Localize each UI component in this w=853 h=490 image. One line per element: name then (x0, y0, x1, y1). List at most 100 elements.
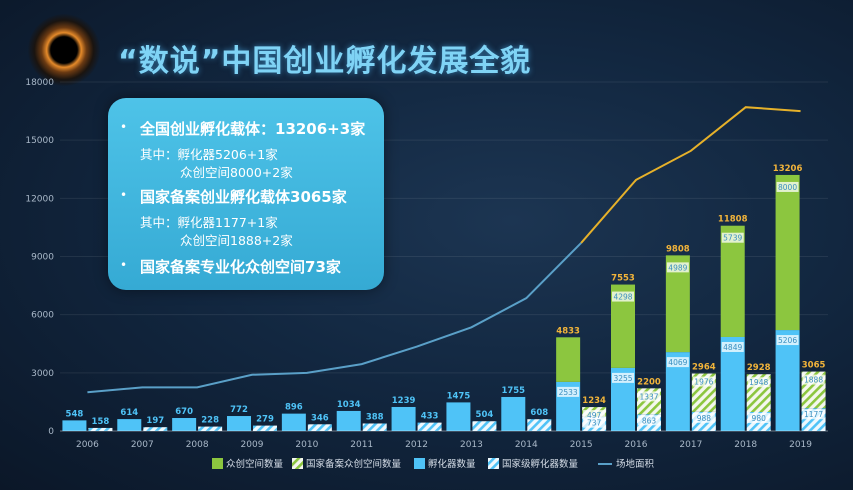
national-data-label: 346 (311, 413, 329, 423)
inner-incubator-label: 3255 (613, 374, 632, 383)
x-tick-label: 2011 (350, 440, 373, 450)
national-data-label: 158 (92, 417, 110, 427)
total-data-label: 1239 (392, 396, 416, 406)
inner-label-bg (638, 391, 660, 402)
area-line-early (87, 242, 582, 394)
bar-maker-spaces (720, 225, 745, 337)
bar-incubators (391, 406, 416, 431)
inner-incubator-label: 5206 (778, 336, 797, 345)
bar-national-incubators (253, 425, 277, 431)
bullet-dot-icon: • (120, 258, 128, 272)
total-data-label: 1034 (337, 400, 361, 410)
x-tick-label: 2014 (515, 440, 538, 450)
bar-national-incubators (527, 419, 552, 431)
inner-label-bg (612, 372, 634, 383)
national-data-label: 3065 (802, 361, 826, 371)
national-data-label: 197 (146, 416, 164, 426)
national-data-label: 504 (476, 410, 494, 420)
bar-incubators (227, 416, 251, 431)
inner-label-bg (747, 412, 770, 423)
inner-space-label: 4298 (613, 293, 632, 302)
total-data-label: 670 (175, 407, 193, 417)
inner-label-bg (721, 232, 744, 243)
x-tick-label: 2006 (76, 440, 99, 450)
bar-national-incubators (198, 426, 223, 431)
inner-national-incubator-label: 863 (642, 416, 657, 425)
info-box: 全国创业孵化载体：13206+3家 • 其中：孵化器5206+1家众创空间8000+… (108, 98, 384, 290)
inner-incubator-label: 4849 (723, 343, 742, 352)
total-data-label: 548 (66, 409, 84, 419)
x-tick-label: 2009 (241, 440, 264, 450)
inner-label-bg (666, 357, 689, 368)
info-subline: 众创空间8000+2家 (180, 165, 293, 180)
inner-label-bg (776, 335, 799, 346)
bar-national-incubators (143, 427, 168, 431)
y-tick-label: 15000 (25, 136, 54, 146)
inner-space-label: 5739 (723, 234, 742, 243)
x-tick-label: 2012 (405, 440, 428, 450)
total-data-label: 11808 (718, 215, 748, 225)
national-data-label: 1234 (582, 396, 606, 406)
y-tick-label: 3000 (31, 369, 54, 379)
legend-swatch (212, 458, 223, 469)
bar-maker-spaces (775, 174, 800, 331)
inner-national-space-label: 1948 (749, 378, 768, 387)
inner-national-incubator-label: 988 (697, 414, 712, 423)
inner-national-space-label: 497 (587, 411, 602, 420)
national-data-label: 279 (256, 415, 274, 425)
x-tick-label: 2019 (789, 440, 812, 450)
bullet-dot-icon: • (120, 120, 128, 134)
national-data-label: 388 (366, 412, 384, 422)
inner-label-bg (557, 386, 580, 397)
total-data-label: 13206 (773, 164, 803, 174)
inner-label-bg (612, 291, 634, 302)
bar-incubators (62, 420, 87, 431)
inner-national-incubator-label: 1177 (804, 410, 823, 419)
x-tick-label: 2007 (131, 440, 154, 450)
info-bullet: 国家备案创业孵化载体3065家 (140, 188, 347, 206)
total-data-label: 1755 (501, 386, 525, 396)
inner-space-label: 8000 (778, 183, 797, 192)
bar-national-incubators (417, 422, 442, 431)
x-tick-label: 2015 (570, 440, 593, 450)
inner-label-bg (721, 341, 744, 352)
inner-national-space-label: 1337 (639, 392, 658, 401)
inner-label-bg (583, 410, 606, 421)
x-tick-label: 2013 (460, 440, 483, 450)
inner-label-bg (802, 374, 825, 385)
x-tick-label: 2018 (734, 440, 757, 450)
y-tick-label: 0 (48, 427, 54, 437)
bullet-dot-icon: • (120, 188, 128, 202)
total-data-label: 772 (230, 405, 248, 415)
info-subline: 其中：孵化器5206+1家 (140, 147, 278, 162)
inner-label-bg (692, 376, 715, 387)
bar-incubators (501, 396, 526, 431)
total-data-label: 4833 (556, 326, 580, 336)
y-tick-label: 18000 (25, 78, 54, 88)
legend-label: 众创空间数量 (226, 458, 284, 470)
info-subline: 其中：孵化器1177+1家 (140, 215, 278, 230)
total-data-label: 9808 (666, 244, 690, 254)
total-data-label: 614 (120, 408, 138, 418)
national-data-label: 2928 (747, 363, 771, 373)
inner-space-label: 4989 (668, 263, 687, 272)
ring-logo-icon (28, 14, 100, 86)
inner-label-bg (583, 417, 606, 428)
inner-label-bg (776, 181, 799, 192)
total-data-label: 7553 (611, 274, 635, 284)
national-data-label: 228 (201, 416, 219, 426)
inner-national-space-label: 1976 (694, 378, 713, 387)
bar-incubators (775, 330, 800, 431)
bar-incubators (446, 402, 471, 431)
bar-incubators (336, 410, 361, 431)
bar-incubators (117, 419, 142, 431)
legend-label: 国家级孵化器数量 (502, 458, 579, 470)
national-data-label: 2964 (692, 363, 716, 373)
inner-label-bg (638, 415, 660, 426)
x-tick-label: 2010 (295, 440, 318, 450)
area-line-late (580, 106, 801, 244)
inner-label-bg (692, 412, 715, 423)
info-bullet: 全国创业孵化载体：13206+3家 (140, 120, 366, 138)
inner-label-bg (747, 377, 770, 388)
total-data-label: 896 (285, 403, 303, 413)
